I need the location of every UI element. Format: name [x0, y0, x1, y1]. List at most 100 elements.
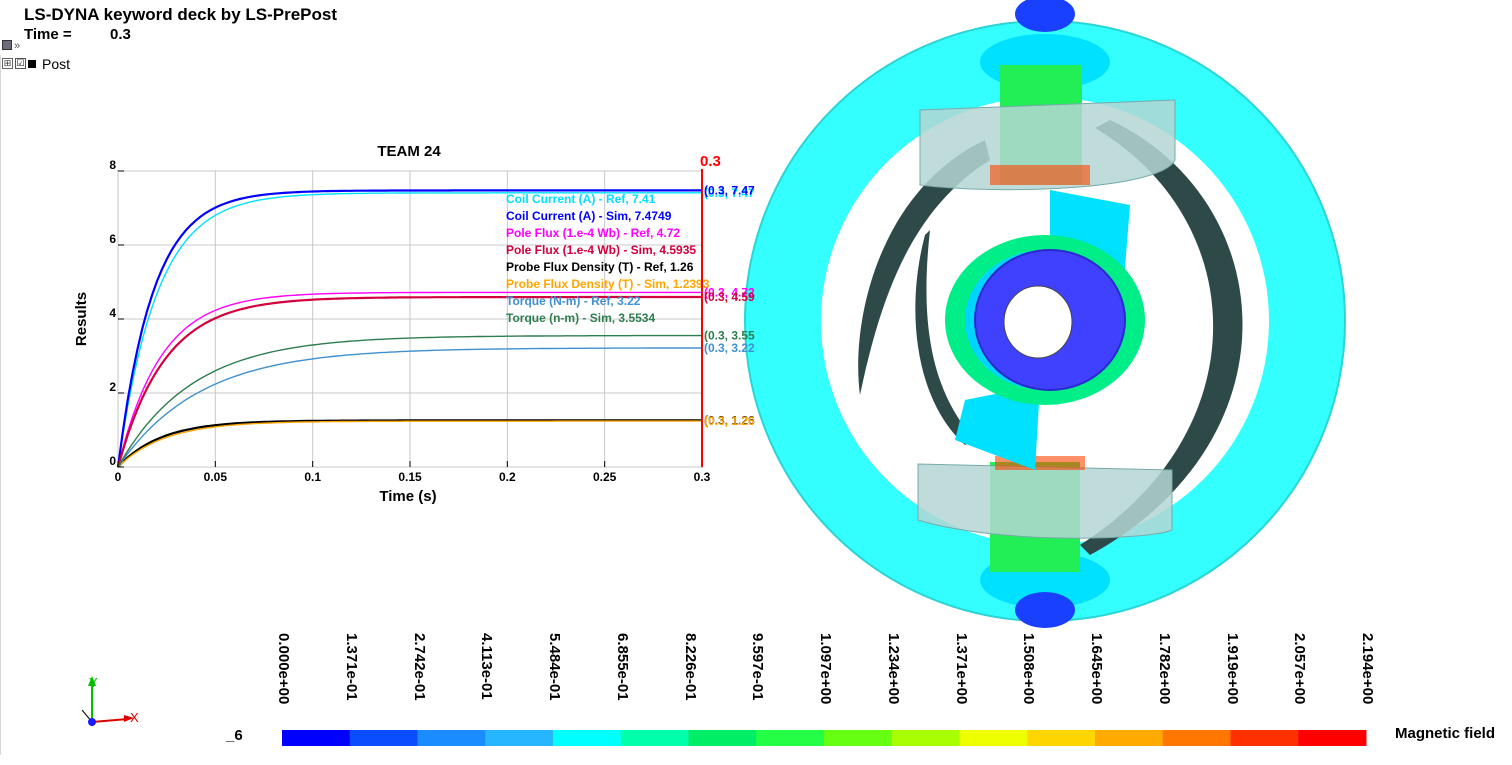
chart-x-tick-label: 0.25	[593, 470, 617, 484]
colorbar-segment	[1230, 730, 1299, 746]
chart-y-tick-label: 6	[109, 232, 116, 246]
chart-series-end-label: (0.3, 7.47	[704, 183, 755, 197]
colorbar-tick-label: 1.508e+00	[1020, 633, 1038, 705]
colorbar-tick-label: 8.226e-01	[681, 633, 699, 701]
colorbar-tick-label: 1.371e+00	[952, 633, 970, 705]
chart-series-end-label: (0.3, 4.59	[704, 290, 755, 304]
chart-y-axis-label: Results	[73, 292, 90, 346]
chart-legend-entry: Pole Flux (1.e-4 Wb) - Ref, 4.72	[506, 226, 680, 240]
colorbar-tick-label: 1.919e+00	[1223, 633, 1241, 705]
triad-y-arrow	[88, 676, 96, 686]
colorbar-tick-label: 1.782e+00	[1155, 633, 1173, 705]
steel-arc-right	[1080, 120, 1243, 555]
colorbar-segment	[1027, 730, 1096, 746]
colorbar-tick-label: 1.645e+00	[1088, 633, 1105, 705]
chart-y-tick-label: 8	[109, 158, 116, 172]
chart-series-end-label: (0.3, 1.26	[704, 413, 755, 427]
time-value: 0.3	[110, 26, 131, 43]
chart-x-tick-label: 0.1	[304, 470, 321, 484]
chart-y-tick-label: 2	[109, 380, 116, 394]
chart-series-line-5	[117, 420, 702, 468]
chart-title: TEAM 24	[377, 143, 441, 160]
colorbar-min-label: _6	[226, 727, 243, 744]
chart-x-tick-label: 0.05	[204, 470, 228, 484]
panel-divider	[0, 55, 1, 755]
chart-x-tick-label: 0.2	[499, 470, 516, 484]
colorbar-segment	[959, 730, 1028, 746]
colorbar	[282, 730, 1367, 746]
triad-x-axis	[91, 718, 129, 723]
colorbar-segment	[1162, 730, 1231, 746]
chart-legend-entry: Coil Current (A) - Ref, 7.41	[506, 192, 656, 206]
chart[interactable]: 0 0.05 0.1 0.15 0.2 0.25 0.3 0 2 4 6 8 Coil Current…	[73, 143, 755, 505]
upper-coil	[919, 99, 1176, 191]
upper-pole-tip	[990, 165, 1090, 185]
tree-color-swatch	[28, 60, 36, 68]
chart-legend-entry: Probe Flux Density (T) - Ref, 1.26	[506, 260, 694, 274]
chart-series-line-2	[117, 291, 702, 468]
colorbar-tick-label: 2.194e+00	[1359, 633, 1376, 705]
colorbar-tick-label: 1.234e+00	[884, 633, 902, 705]
chart-x-axis-label: Time (s)	[379, 488, 436, 505]
colorbar-segment	[282, 730, 351, 746]
chart-ticks: 0 0.05 0.1 0.15 0.2 0.25 0.3 0 2 4 6 8	[109, 158, 710, 484]
chart-series-line-1	[116, 189, 702, 468]
colorbar-tick-label: 1.371e-01	[342, 633, 360, 701]
colorbar-segment	[485, 730, 554, 746]
chart-series-line-3	[116, 295, 702, 468]
triad-x-arrow	[124, 715, 134, 722]
colorbar-tick-label: 1.097e+00	[817, 633, 834, 705]
axis-triad: Y X	[81, 675, 139, 726]
triad-origin	[88, 718, 96, 726]
tree-item-post[interactable]: Post	[42, 56, 71, 72]
colorbar-segment	[349, 730, 418, 746]
tree-checkbox[interactable]: ☑	[15, 58, 26, 69]
chart-end-labels: (0.3, 7.47(0.3, 7.47(0.3, 4.72(0.3, 4.59…	[704, 183, 755, 428]
chart-legend-entry: Pole Flux (1.e-4 Wb) - Sim, 4.5935	[506, 243, 696, 257]
chart-legend-entry: Coil Current (A) - Sim, 7.4749	[506, 209, 672, 223]
chart-series	[116, 189, 702, 468]
tree-expand-icon[interactable]: »	[14, 40, 21, 52]
chart-y-tick-label: 4	[109, 306, 116, 320]
chart-series-line-0	[117, 192, 702, 468]
tree-expand-box-icon[interactable]: ⊞	[2, 58, 13, 69]
chart-legend-entry: Torque (n-m) - Sim, 3.5534	[506, 311, 655, 325]
colorbar-segment	[891, 730, 960, 746]
stator-hot-top	[1015, 0, 1075, 32]
colorbar-tick-label: 0.000e+00	[275, 633, 292, 705]
colorbar-title: Magnetic field	[1395, 725, 1496, 742]
triad-y-label: Y	[89, 675, 98, 690]
rotor-bore	[1003, 285, 1073, 359]
time-label: Time =	[24, 26, 72, 43]
colorbar-segment	[1298, 730, 1367, 746]
model-scene[interactable]	[744, 0, 1346, 628]
chart-series-end-label: (0.3, 3.22	[704, 341, 755, 355]
colorbar-segment	[824, 730, 893, 746]
chart-series-end-label: (0.3, 7.47	[704, 186, 755, 200]
chart-legend-entry: Probe Flux Density (T) - Sim, 1.2393	[506, 277, 710, 291]
colorbar-segment	[417, 730, 486, 746]
colorbar-tick-label: 2.057e+00	[1291, 633, 1309, 705]
colorbar-tick-label: 4.113e-01	[478, 633, 496, 700]
triad-x-label: X	[130, 710, 139, 725]
chart-cursor-label: 0.3	[700, 153, 721, 170]
app-title: LS-DYNA keyword deck by LS-PrePost	[24, 5, 338, 24]
chart-x-tick-label: 0	[115, 470, 122, 484]
chart-legend-entry: Torque (N-m) - Ref, 3.22	[506, 294, 641, 308]
colorbar-segment	[756, 730, 825, 746]
colorbar-tick-label: 6.855e-01	[613, 633, 631, 701]
tree-collapse-icon[interactable]	[2, 40, 12, 50]
chart-y-tick-label: 0	[109, 454, 116, 468]
chart-series-line-7	[117, 334, 702, 468]
colorbar-segment	[1095, 730, 1164, 746]
colorbar-segment	[688, 730, 757, 746]
rotor-arm-lower	[955, 385, 1040, 470]
lower-coil	[917, 463, 1173, 539]
chart-series-line-6	[117, 347, 702, 468]
chart-legend: Coil Current (A) - Ref, 7.41 Coil Current…	[506, 192, 710, 325]
colorbar-tick-label: 9.597e-01	[749, 633, 767, 701]
steel-arc-left	[915, 230, 975, 445]
chart-x-tick-label: 0.3	[694, 470, 711, 484]
colorbar-segment	[553, 730, 622, 746]
